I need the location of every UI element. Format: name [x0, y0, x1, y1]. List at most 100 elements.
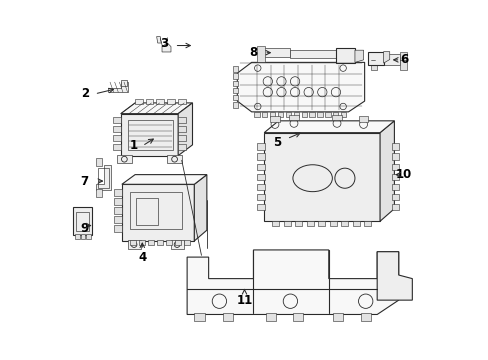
Bar — [257, 46, 264, 62]
Bar — [306, 221, 313, 226]
Polygon shape — [264, 133, 379, 221]
Bar — [139, 240, 144, 245]
Polygon shape — [122, 184, 194, 241]
Polygon shape — [178, 135, 186, 141]
Polygon shape — [178, 99, 185, 104]
Bar — [233, 73, 237, 79]
Bar — [292, 313, 303, 320]
Polygon shape — [121, 114, 178, 156]
Polygon shape — [260, 48, 290, 57]
Bar — [391, 184, 399, 190]
Polygon shape — [335, 48, 354, 63]
Bar — [96, 158, 102, 166]
Bar — [295, 221, 302, 226]
Text: 4: 4 — [138, 251, 146, 264]
Bar — [257, 163, 264, 170]
Text: 3: 3 — [160, 37, 167, 50]
Polygon shape — [117, 155, 131, 163]
Polygon shape — [379, 121, 394, 221]
Bar — [265, 313, 276, 320]
Bar — [257, 204, 264, 211]
Bar — [76, 212, 89, 231]
Polygon shape — [128, 240, 140, 249]
Polygon shape — [178, 117, 186, 123]
Bar — [285, 112, 290, 117]
Bar — [81, 234, 85, 239]
Polygon shape — [178, 103, 192, 156]
Bar — [98, 168, 109, 188]
Polygon shape — [178, 144, 186, 150]
Bar — [194, 313, 204, 320]
Bar — [269, 112, 275, 117]
Bar — [254, 112, 259, 117]
Polygon shape — [122, 175, 206, 184]
Polygon shape — [135, 99, 142, 104]
Bar — [257, 184, 264, 190]
Bar — [352, 221, 359, 226]
Bar — [257, 194, 264, 201]
Bar — [318, 221, 325, 226]
Polygon shape — [156, 99, 164, 104]
Text: 7: 7 — [80, 175, 88, 188]
Bar — [233, 95, 237, 100]
Polygon shape — [112, 126, 121, 132]
Bar — [128, 120, 172, 149]
Bar — [114, 225, 122, 231]
Bar — [364, 221, 370, 226]
Polygon shape — [96, 165, 111, 190]
Text: 11: 11 — [236, 294, 252, 307]
Bar — [360, 313, 371, 320]
Bar — [86, 234, 90, 239]
Bar — [332, 115, 341, 121]
Polygon shape — [73, 207, 92, 234]
Bar — [309, 112, 314, 117]
Bar — [257, 143, 264, 150]
Text: 8: 8 — [249, 46, 257, 59]
Polygon shape — [383, 51, 389, 63]
Polygon shape — [145, 99, 153, 104]
Bar — [391, 153, 399, 160]
Bar — [317, 112, 322, 117]
Polygon shape — [375, 54, 400, 65]
Bar — [289, 115, 298, 121]
Bar — [96, 189, 102, 197]
Bar — [262, 112, 267, 117]
Bar — [130, 240, 136, 245]
Bar — [277, 112, 283, 117]
Polygon shape — [178, 126, 186, 132]
Bar — [391, 163, 399, 170]
Polygon shape — [162, 43, 171, 52]
Bar — [284, 221, 290, 226]
Polygon shape — [290, 50, 335, 58]
Bar — [340, 112, 346, 117]
Bar — [114, 207, 122, 214]
Bar — [391, 143, 399, 150]
Polygon shape — [121, 103, 192, 114]
Bar — [358, 116, 367, 122]
Polygon shape — [171, 240, 183, 249]
Bar — [233, 81, 237, 86]
Bar — [121, 80, 127, 86]
Bar — [183, 240, 189, 245]
Bar — [391, 174, 399, 180]
Bar — [329, 221, 336, 226]
Text: 9: 9 — [80, 222, 88, 235]
Bar — [233, 66, 237, 72]
Text: 5: 5 — [272, 136, 280, 149]
Bar — [257, 174, 264, 180]
Polygon shape — [187, 250, 398, 315]
Text: 1: 1 — [129, 139, 137, 152]
Bar — [332, 313, 343, 320]
Bar — [114, 216, 122, 223]
Bar — [233, 88, 237, 93]
Bar — [257, 153, 264, 160]
Bar — [301, 112, 306, 117]
Bar — [175, 240, 180, 245]
Bar — [370, 52, 376, 69]
Polygon shape — [367, 51, 383, 65]
Polygon shape — [112, 144, 121, 150]
Bar — [75, 234, 80, 239]
Bar — [114, 198, 122, 205]
Polygon shape — [167, 155, 182, 163]
Bar — [270, 116, 279, 122]
